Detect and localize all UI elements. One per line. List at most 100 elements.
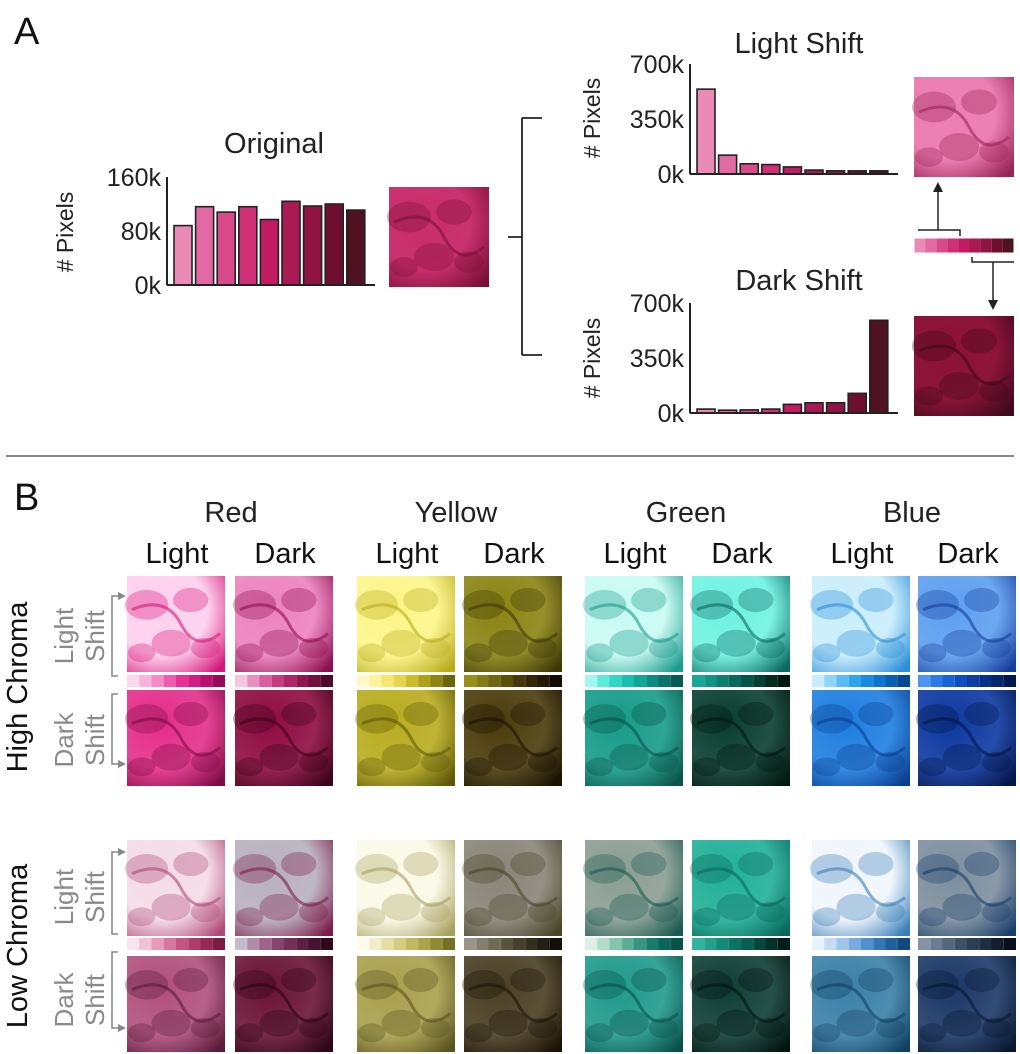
ramp-swatch <box>925 238 937 253</box>
ramp-swatch <box>513 675 526 687</box>
ramp-swatch <box>991 675 1004 687</box>
column-label-light: Light <box>604 538 667 570</box>
high-chroma-dark-shift-image-8 <box>916 690 1016 786</box>
ramp-swatch <box>873 675 886 687</box>
ramp-swatch <box>235 675 248 687</box>
ramp-swatch <box>369 938 382 950</box>
low-chroma-dark-shift-image-7 <box>810 956 910 1052</box>
high-dark-shift-word2: Shift <box>80 713 110 766</box>
ramp-swatch <box>188 675 201 687</box>
low-chroma-light-shift-image-3 <box>355 840 455 936</box>
column-label-light: Light <box>376 538 439 570</box>
ramp-swatch <box>704 938 717 950</box>
row-label-low-chroma: Low Chroma <box>2 863 34 1028</box>
ramp-swatch <box>1003 675 1016 687</box>
ramp-swatch <box>163 675 176 687</box>
ramp-swatch <box>765 675 778 687</box>
high-chroma-ramp-5 <box>585 675 683 687</box>
column-label-dark: Dark <box>254 538 316 570</box>
ramp-swatch <box>704 675 717 687</box>
ramp-swatch <box>954 675 967 687</box>
high-chroma-dark-shift-image-3 <box>355 690 455 786</box>
light-shift-ylabel: # Pixels <box>579 78 605 159</box>
ramp-swatch <box>271 938 284 950</box>
column-label-dark: Dark <box>711 538 773 570</box>
ramp-swatch <box>634 938 647 950</box>
ramp-swatch <box>247 938 260 950</box>
ramp-swatch <box>873 938 886 950</box>
dark-shift-texture-image-pattern <box>912 316 1014 416</box>
ramp-swatch <box>500 675 513 687</box>
ramp-swatch <box>464 675 477 687</box>
ramp-swatch <box>284 938 297 950</box>
high-chroma-ramp-2 <box>235 675 333 687</box>
ramp-swatch <box>621 938 634 950</box>
ramp-swatch <box>979 675 992 687</box>
ramp-swatch <box>936 238 948 253</box>
low-chroma-light-shift-image-7 <box>810 840 910 936</box>
low-chroma-light-shift-image-4 <box>462 840 562 936</box>
y-tick-label: 0k <box>135 272 162 300</box>
bar-8 <box>324 203 345 286</box>
ramp-swatch <box>597 675 610 687</box>
high-dark-shift-word1: Dark <box>49 712 79 768</box>
high-chroma-light-shift-image-7 <box>810 576 910 672</box>
colormap-texture-grid <box>125 576 1016 1052</box>
low-chroma-light-shift-image-6 <box>690 840 790 936</box>
ramp-swatch <box>442 675 455 687</box>
bar-2 <box>717 154 738 175</box>
ramp-swatch <box>393 675 406 687</box>
bar-7 <box>302 205 323 286</box>
ramp-swatch <box>200 675 213 687</box>
ramp-swatch <box>464 938 477 950</box>
ramp-swatch <box>861 675 874 687</box>
ramp-swatch <box>646 675 659 687</box>
ramp-swatch <box>980 238 992 253</box>
panel-b-label: B <box>14 477 39 519</box>
ramp-swatch <box>765 938 778 950</box>
bar-6 <box>281 200 301 286</box>
ramp-swatch <box>658 938 671 950</box>
high-chroma-ramp-1 <box>127 675 225 687</box>
ramp-swatch <box>979 938 992 950</box>
ramp-swatch <box>954 938 967 950</box>
shift-arrow-icons <box>118 592 126 1032</box>
high-chroma-dark-shift-image-7 <box>810 690 910 786</box>
light-ramp-bracket <box>918 229 961 236</box>
ramp-swatch <box>918 938 931 950</box>
bar-7 <box>825 401 846 414</box>
ramp-swatch <box>646 938 659 950</box>
ramp-swatch <box>777 675 790 687</box>
y-tick-label: 700k <box>630 290 685 318</box>
bar-9 <box>345 209 366 286</box>
dark-shift-ylabel: # Pixels <box>579 318 605 399</box>
ramp-swatch <box>914 238 926 253</box>
column-label-dark: Dark <box>937 538 999 570</box>
ramp-swatch <box>991 938 1004 950</box>
high-chroma-dark-shift-image-1 <box>125 690 225 786</box>
ramp-swatch <box>812 675 825 687</box>
colormap-ramp <box>913 237 1015 254</box>
high-chroma-ramp-7 <box>812 675 910 687</box>
ramp-border <box>913 237 1015 254</box>
high-chroma-light-shift-image-5 <box>583 576 683 672</box>
ramp-swatch <box>513 938 526 950</box>
low-chroma-ramp-4 <box>464 938 562 950</box>
high-chroma-light-shift-image-2 <box>233 576 333 672</box>
ramp-swatch <box>942 938 955 950</box>
ramp-swatch <box>188 938 201 950</box>
low-chroma-ramp-5 <box>585 938 683 950</box>
ramp-swatch <box>525 938 538 950</box>
ramp-swatch <box>127 675 140 687</box>
ramp-swatch <box>406 675 419 687</box>
ramp-swatch <box>812 938 825 950</box>
low-chroma-dark-shift-image-8 <box>916 956 1016 1052</box>
ramp-swatch <box>296 675 309 687</box>
ramp-swatch <box>777 938 790 950</box>
ramp-swatch <box>430 938 443 950</box>
bar-2 <box>194 205 215 286</box>
high-chroma-light-shift-image-8 <box>916 576 1016 672</box>
original-ylabel: # Pixels <box>52 192 78 273</box>
ramp-swatch <box>139 675 152 687</box>
ramp-swatch <box>271 675 284 687</box>
